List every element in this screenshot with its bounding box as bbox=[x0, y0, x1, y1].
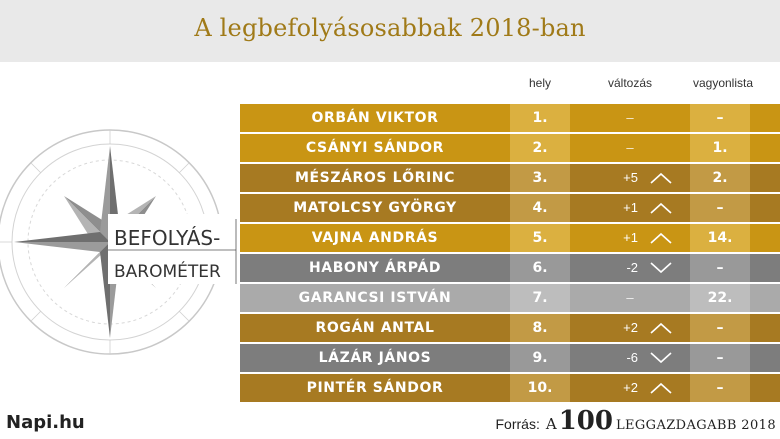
table-row: CSÁNYI SÁNDOR 2. – 1. bbox=[240, 134, 780, 162]
change-value: +1 bbox=[623, 230, 638, 245]
chevron-up-icon bbox=[650, 382, 672, 394]
wealth-rank-cell: – bbox=[690, 314, 750, 342]
header-bar: A legbefolyásosabbak 2018-ban bbox=[0, 0, 780, 62]
wealth-rank-cell: 22. bbox=[690, 284, 750, 312]
person-name: HABONY ÁRPÁD bbox=[240, 254, 510, 282]
rank-cell: 9. bbox=[510, 344, 570, 372]
table-row: ORBÁN VIKTOR 1. – – bbox=[240, 104, 780, 132]
wealth-rank-cell: – bbox=[690, 344, 750, 372]
person-name: MATOLCSY GYÖRGY bbox=[240, 194, 510, 222]
change-cell: +5 bbox=[570, 164, 690, 192]
change-cell: -2 bbox=[570, 254, 690, 282]
wealth-rank-cell: 1. bbox=[690, 134, 750, 162]
row-end-strip bbox=[750, 194, 780, 222]
wealth-rank-cell: – bbox=[690, 104, 750, 132]
rank-cell: 1. bbox=[510, 104, 570, 132]
change-cell: – bbox=[570, 284, 690, 312]
rank-cell: 5. bbox=[510, 224, 570, 252]
compass-rose-icon: BEFOLYÁS- BAROMÉTER bbox=[0, 129, 237, 355]
row-end-strip bbox=[750, 284, 780, 312]
rank-cell: 4. bbox=[510, 194, 570, 222]
source-label: Forrás: bbox=[495, 416, 540, 432]
change-cell: +1 bbox=[570, 194, 690, 222]
change-cell: +2 bbox=[570, 374, 690, 402]
column-header-hely: hely bbox=[528, 76, 551, 90]
wealth-rank-cell: – bbox=[690, 194, 750, 222]
source-article: A bbox=[545, 415, 557, 433]
chevron-up-icon bbox=[650, 232, 672, 244]
rank-cell: 7. bbox=[510, 284, 570, 312]
rank-cell: 8. bbox=[510, 314, 570, 342]
source-credit: Forrás: A 100 LEGGAZDAGABB 2018 bbox=[496, 406, 777, 436]
row-end-strip bbox=[750, 104, 780, 132]
change-cell: +2 bbox=[570, 314, 690, 342]
person-name: LÁZÁR JÁNOS bbox=[240, 344, 510, 372]
change-cell: – bbox=[570, 104, 690, 132]
person-name: MÉSZÁROS LŐRINC bbox=[240, 164, 510, 192]
person-name: VAJNA ANDRÁS bbox=[240, 224, 510, 252]
change-value: – bbox=[626, 110, 634, 125]
table-row: MÉSZÁROS LŐRINC 3. +5 2. bbox=[240, 164, 780, 192]
change-value: +2 bbox=[623, 380, 638, 395]
change-value: -2 bbox=[626, 260, 638, 275]
rank-cell: 10. bbox=[510, 374, 570, 402]
page-title: A legbefolyásosabbak 2018-ban bbox=[194, 14, 586, 42]
change-value: -6 bbox=[626, 350, 638, 365]
chevron-down-icon bbox=[650, 262, 672, 274]
row-end-strip bbox=[750, 134, 780, 162]
logo-line-1: BEFOLYÁS- bbox=[114, 226, 220, 250]
napi-hu-logo: Napi.hu bbox=[6, 412, 85, 433]
source-title: LEGGAZDAGABB 2018 bbox=[615, 418, 776, 433]
rank-cell: 3. bbox=[510, 164, 570, 192]
befolyas-barometer-logo: BEFOLYÁS- BAROMÉTER bbox=[0, 92, 250, 412]
person-name: ROGÁN ANTAL bbox=[240, 314, 510, 342]
change-value: +2 bbox=[623, 320, 638, 335]
change-value: +5 bbox=[623, 170, 638, 185]
wealth-rank-cell: – bbox=[690, 254, 750, 282]
logo-line-2: BAROMÉTER bbox=[114, 260, 221, 282]
table-row: HABONY ÁRPÁD 6. -2 – bbox=[240, 254, 780, 282]
chevron-up-icon bbox=[650, 172, 672, 184]
wealth-rank-cell: 14. bbox=[690, 224, 750, 252]
row-end-strip bbox=[750, 374, 780, 402]
change-value: – bbox=[626, 290, 634, 305]
chevron-up-icon bbox=[650, 202, 672, 214]
change-value: +1 bbox=[623, 200, 638, 215]
row-end-strip bbox=[750, 344, 780, 372]
rank-cell: 2. bbox=[510, 134, 570, 162]
table-row: VAJNA ANDRÁS 5. +1 14. bbox=[240, 224, 780, 252]
change-cell: +1 bbox=[570, 224, 690, 252]
wealth-rank-cell: – bbox=[690, 374, 750, 402]
change-value: – bbox=[626, 140, 634, 155]
table-row: ROGÁN ANTAL 8. +2 – bbox=[240, 314, 780, 342]
table-row: GARANCSI ISTVÁN 7. – 22. bbox=[240, 284, 780, 312]
chevron-down-icon bbox=[650, 352, 672, 364]
table-row: LÁZÁR JÁNOS 9. -6 – bbox=[240, 344, 780, 372]
wealth-rank-cell: 2. bbox=[690, 164, 750, 192]
source-number: 100 bbox=[558, 406, 613, 436]
person-name: CSÁNYI SÁNDOR bbox=[240, 134, 510, 162]
table-row: MATOLCSY GYÖRGY 4. +1 – bbox=[240, 194, 780, 222]
table-row: PINTÉR SÁNDOR 10. +2 – bbox=[240, 374, 780, 402]
column-header-vagyonlista: vagyonlista bbox=[692, 76, 754, 90]
row-end-strip bbox=[750, 254, 780, 282]
column-header-valtozas: változás bbox=[607, 76, 653, 90]
person-name: ORBÁN VIKTOR bbox=[240, 104, 510, 132]
row-end-strip bbox=[750, 314, 780, 342]
row-end-strip bbox=[750, 164, 780, 192]
change-cell: -6 bbox=[570, 344, 690, 372]
row-end-strip bbox=[750, 224, 780, 252]
change-cell: – bbox=[570, 134, 690, 162]
person-name: GARANCSI ISTVÁN bbox=[240, 284, 510, 312]
rank-cell: 6. bbox=[510, 254, 570, 282]
person-name: PINTÉR SÁNDOR bbox=[240, 374, 510, 402]
chevron-up-icon bbox=[650, 322, 672, 334]
